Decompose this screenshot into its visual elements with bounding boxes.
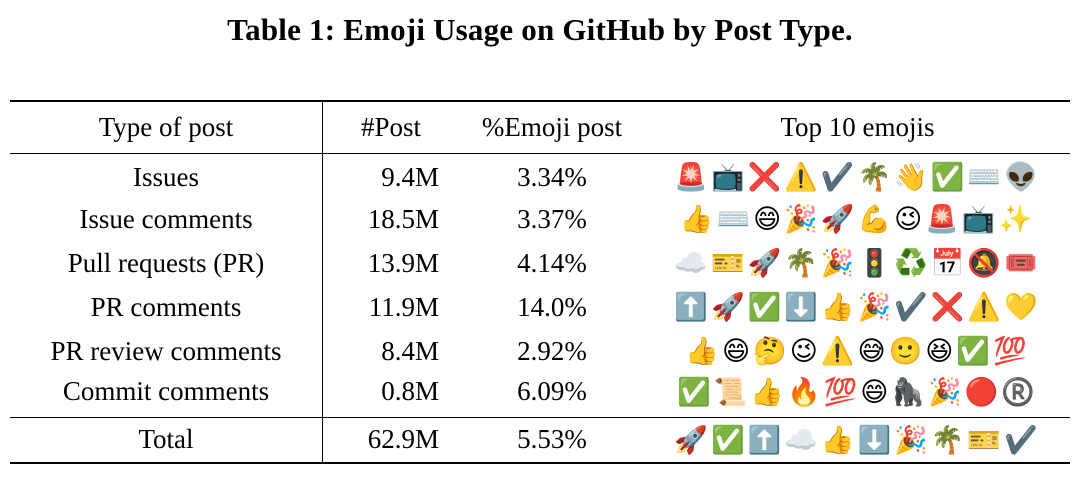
- table-row: Issues 9.4M 3.34% 🚨📺❌⚠️✔️🌴👋✅⌨️👽: [10, 153, 1070, 197]
- cell-top-emojis: ☁️🎫🚀🌴🎉🚦♻️📅🔕🎟️: [674, 248, 1041, 279]
- cell-type: Issues: [10, 153, 323, 197]
- cell-post-count: 0.8M: [381, 376, 439, 407]
- cell-top-emojis: ⬆️🚀✅⬇️👍🎉✔️❌⚠️💛: [674, 292, 1041, 323]
- cell-total-posts: 62.9M: [322, 416, 459, 464]
- table-row: PR comments 11.9M 14.0% ⬆️🚀✅⬇️👍🎉✔️❌⚠️💛: [10, 285, 1070, 329]
- cell-top-emojis: 🚨📺❌⚠️✔️🌴👋✅⌨️👽: [674, 162, 1041, 194]
- table-row: PR review comments 8.4M 2.92% 👍😄🤔😉⚠️😅🙂😆✅…: [10, 329, 1070, 373]
- cell-post-count: 11.9M: [368, 291, 439, 322]
- cell-emoji-percent: 3.37%: [517, 203, 587, 234]
- header-post-count: #Post: [322, 100, 459, 154]
- cell-post-count: 8.4M: [381, 335, 439, 366]
- cell-type: PR review comments: [10, 329, 323, 373]
- cell-top-emojis: ✅📜👍🔥💯😄🦍🎉🔴®️: [677, 376, 1038, 408]
- cell-type: Pull requests (PR): [10, 241, 323, 285]
- header-row: Type of post #Post %Emoji post Top 10 em…: [10, 100, 1070, 154]
- cell-emoji-percent: 6.09%: [517, 376, 587, 407]
- table-row: Issue comments 18.5M 3.37% 👍⌨️😄🎉🚀💪😉🚨📺✨: [10, 197, 1070, 241]
- header-type-of-post: Type of post: [10, 100, 323, 154]
- cell-type: Issue comments: [10, 197, 323, 241]
- cell-top-emojis: 👍😄🤔😉⚠️😅🙂😆✅💯: [685, 336, 1030, 367]
- table-row: Commit comments 0.8M 6.09% ✅📜👍🔥💯😄🦍🎉🔴®️: [10, 373, 1070, 417]
- cell-total-percent: 5.53%: [459, 416, 645, 464]
- total-row: Total 62.9M 5.53% 🚀✅⬆️☁️👍⬇️🎉🌴🎫✔️: [10, 416, 1070, 464]
- emoji-usage-table: Type of post #Post %Emoji post Top 10 em…: [10, 100, 1070, 464]
- table-row: Pull requests (PR) 13.9M 4.14% ☁️🎫🚀🌴🎉🚦♻️…: [10, 241, 1070, 285]
- table-caption: Table 1: Emoji Usage on GitHub by Post T…: [227, 12, 853, 47]
- cell-post-count: 18.5M: [367, 203, 439, 234]
- cell-emoji-percent: 3.34%: [517, 161, 587, 192]
- cell-total-emojis: 🚀✅⬆️☁️👍⬇️🎉🌴🎫✔️: [645, 416, 1070, 464]
- table-footer: Total 62.9M 5.53% 🚀✅⬆️☁️👍⬇️🎉🌴🎫✔️: [10, 416, 1070, 464]
- header-top-emojis: Top 10 emojis: [645, 100, 1070, 154]
- cell-type: PR comments: [10, 285, 323, 329]
- cell-type: Commit comments: [10, 373, 323, 417]
- cell-total-label: Total: [10, 416, 323, 464]
- cell-top-emojis: 👍⌨️😄🎉🚀💪😉🚨📺✨: [679, 204, 1036, 235]
- table-body: Issues 9.4M 3.34% 🚨📺❌⚠️✔️🌴👋✅⌨️👽 Issue co…: [10, 153, 1070, 417]
- header-emoji-percent: %Emoji post: [459, 100, 645, 154]
- cell-emoji-percent: 14.0%: [517, 291, 587, 322]
- table-header: Type of post #Post %Emoji post Top 10 em…: [10, 100, 1070, 154]
- cell-emoji-percent: 4.14%: [517, 247, 587, 278]
- cell-emoji-percent: 2.92%: [517, 335, 587, 366]
- cell-post-count: 9.4M: [381, 161, 439, 192]
- cell-post-count: 13.9M: [367, 247, 439, 278]
